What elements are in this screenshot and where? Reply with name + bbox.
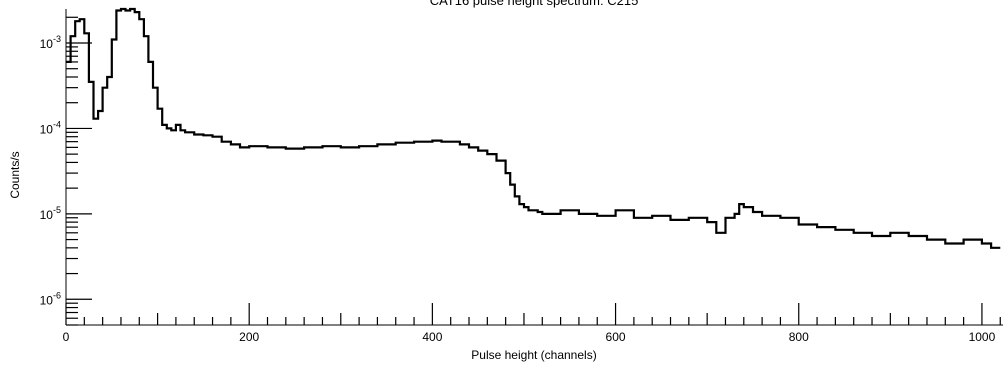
x-tick-label: 0	[63, 330, 70, 344]
x-tick-label: 400	[422, 330, 442, 344]
y-tick-label: 10-3	[40, 34, 61, 51]
x-tick-label: 1000	[969, 330, 996, 344]
y-tick-label: 10-5	[40, 205, 61, 222]
y-tick-label: 10-6	[40, 290, 61, 307]
spectrum-series-line	[66, 7, 1001, 249]
y-axis-title: Counts/s	[8, 151, 22, 198]
x-axis-title: Pulse height (channels)	[471, 348, 596, 362]
y-tick-label: 10-4	[40, 119, 61, 136]
x-tick-label: 200	[239, 330, 259, 344]
x-tick-label: 800	[789, 330, 809, 344]
x-tick-label: 600	[606, 330, 626, 344]
chart-title: CAT16 pulse height spectrum: C215	[430, 0, 639, 8]
plot-area: 0 200 400 600 800 1000 10-6 10-5 10-4 10-3	[40, 7, 1003, 344]
